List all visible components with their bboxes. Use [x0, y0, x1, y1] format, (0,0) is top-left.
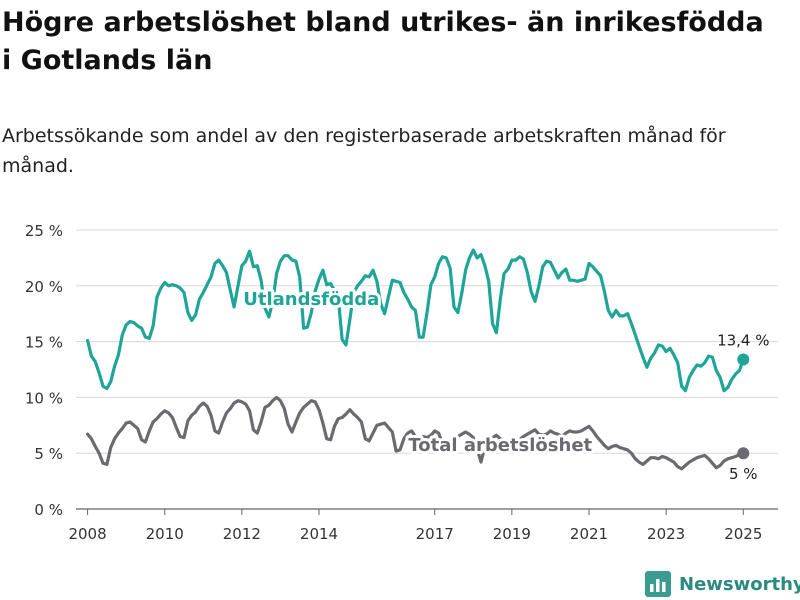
brand: Newsworthy: [645, 571, 800, 597]
series-line: [86, 248, 745, 393]
x-tick-label: 2025: [724, 525, 762, 543]
y-tick-label: 15 %: [25, 334, 63, 352]
series-line: [86, 395, 745, 471]
x-tick-label: 2021: [570, 525, 608, 543]
grid-layer: [76, 229, 778, 515]
y-tick-label: 5 %: [34, 445, 63, 463]
x-tick-label: 2014: [300, 525, 338, 543]
series-end-label: 13,4 %: [717, 331, 769, 349]
series-endpoint: [737, 447, 750, 460]
x-tick-label: 2017: [416, 525, 454, 543]
page-title: Högre arbetslöshet bland utrikes- än inr…: [2, 7, 764, 76]
y-tick-label: 10 %: [25, 389, 63, 407]
x-tick-label: 2008: [68, 525, 106, 543]
label-layer: 0 % 5 % 10 % 15 % 20 % 25 % 2008 2010 2012 2014 20…: [25, 222, 770, 543]
series-name-label: Total arbetslöshet: [408, 435, 592, 456]
x-tick-label: 2023: [647, 525, 685, 543]
line-layer: [86, 248, 750, 471]
line-chart: 0 % 5 % 10 % 15 % 20 % 25 % 2008 2010 2012 2014 20…: [25, 222, 778, 543]
x-tick-label: 2012: [223, 525, 261, 543]
y-tick-label: 0 %: [34, 501, 63, 519]
x-tick-label: 2010: [146, 525, 184, 543]
x-tick-label: 2019: [493, 525, 531, 543]
series-endpoint: [737, 353, 750, 366]
bar-chart-logo-icon: [645, 571, 671, 597]
y-tick-label: 25 %: [25, 222, 63, 240]
y-tick-label: 20 %: [25, 278, 63, 296]
page-subtitle: Arbetssökande som andel av den registerb…: [2, 125, 726, 177]
brand-name: Newsworthy: [679, 573, 800, 595]
series-name-label: Utlandsfödda: [243, 289, 379, 310]
series-end-label: 5 %: [729, 465, 758, 483]
